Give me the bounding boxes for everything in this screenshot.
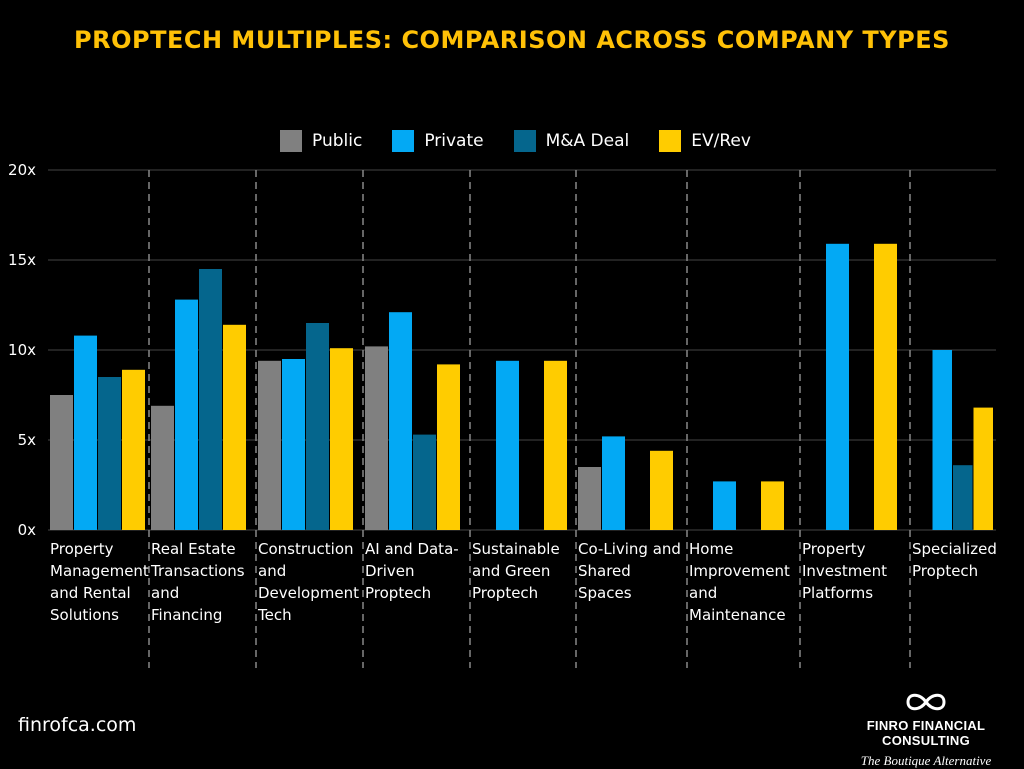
bar-chart: 0x 5x 10x 15x 20x — [8, 161, 996, 668]
bar-ev-rev — [223, 324, 246, 530]
y-tick-label: 0x — [18, 521, 37, 539]
y-tick-label: 5x — [18, 431, 37, 449]
category-label: Property Investment Platforms — [802, 540, 887, 602]
bar-ma-deal — [199, 269, 222, 530]
bar-ev-rev — [761, 481, 784, 530]
bar-ev-rev — [544, 360, 567, 530]
brand-tagline: The Boutique Alternative — [860, 753, 992, 768]
legend-swatch-private — [392, 130, 415, 152]
bar-private — [713, 481, 736, 530]
infinity-logo-icon — [906, 693, 946, 711]
legend-label-ev-rev: EV/Rev — [691, 131, 751, 151]
legend-swatch-public — [280, 130, 302, 152]
bar-public — [151, 405, 174, 530]
bar-ma-deal — [98, 377, 121, 530]
bar-ev-rev — [330, 348, 353, 530]
bar-private — [282, 359, 305, 530]
bar-public — [578, 467, 601, 530]
legend-swatch-ev-rev — [659, 130, 682, 152]
bar-private — [389, 312, 412, 530]
bar-ev-rev — [122, 369, 145, 530]
legend: Public Private M&A Deal EV/Rev — [280, 130, 781, 152]
chart-title: PROPTECH MULTIPLES: COMPARISON ACROSS CO… — [74, 26, 950, 54]
bar-public — [50, 395, 73, 530]
category-label: Property Management and Rental Solutions — [50, 540, 149, 624]
bar-private — [602, 436, 625, 530]
category-label: Real Estate Transactions and Financing — [151, 540, 245, 624]
bar-ev-rev — [874, 243, 897, 531]
legend-item-private: Private — [392, 130, 484, 152]
y-tick-label: 20x — [8, 161, 36, 179]
legend-label-public: Public — [312, 131, 363, 151]
bar-private — [826, 243, 849, 531]
site-url[interactable]: finrofca.com — [18, 714, 137, 736]
category-label: AI and Data-Driven Proptech — [365, 540, 459, 602]
bar-ma-deal — [306, 323, 329, 530]
legend-swatch-ma-deal — [513, 130, 536, 152]
category-label: Sustainable and Green Proptech — [472, 540, 560, 602]
y-tick-label: 10x — [8, 341, 36, 359]
legend-item-ma-deal: M&A Deal — [513, 130, 630, 152]
bar-ev-rev — [437, 364, 460, 530]
y-tick-label: 15x — [8, 251, 36, 269]
category-label: Construction and Development Tech — [258, 540, 359, 624]
bar-private — [932, 350, 952, 530]
bar-private — [496, 360, 519, 530]
brand-name: FINRO FINANCIAL CONSULTING — [866, 718, 986, 748]
bar-public — [258, 360, 281, 530]
bar-ma-deal — [953, 465, 973, 530]
bar-ev-rev — [650, 450, 673, 530]
category-label: Specialized Proptech — [912, 540, 997, 580]
bar-ma-deal — [413, 434, 436, 530]
legend-label-private: Private — [424, 131, 484, 151]
legend-label-ma-deal: M&A Deal — [545, 131, 630, 151]
bar-ev-rev — [973, 407, 993, 530]
category-label: Home Improvement and Maintenance — [689, 540, 790, 624]
legend-item-public: Public — [280, 130, 362, 152]
bar-public — [365, 346, 388, 530]
bar-private — [74, 335, 97, 530]
bar-private — [175, 299, 198, 530]
legend-item-ev-rev: EV/Rev — [659, 130, 751, 152]
category-label: Co-Living and Shared Spaces — [578, 540, 681, 602]
brand-block: FINRO FINANCIAL CONSULTING The Boutique … — [838, 690, 1014, 769]
